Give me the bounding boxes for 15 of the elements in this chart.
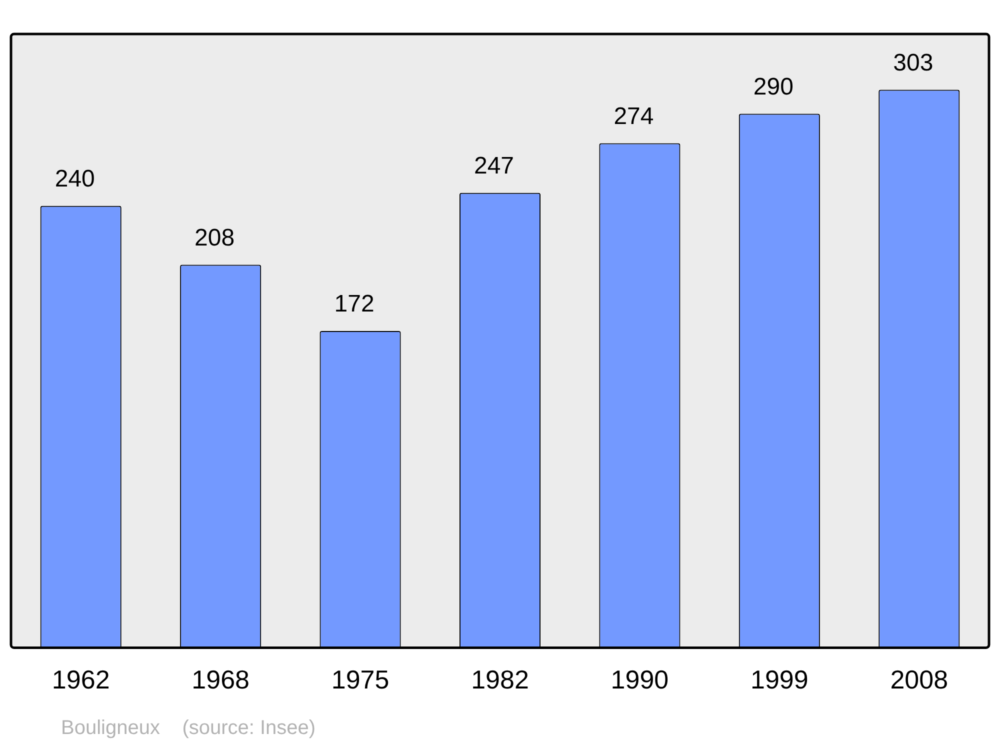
data-label: 172 — [334, 290, 374, 318]
data-label: 240 — [54, 165, 95, 192]
x-tick-label: 1968 — [192, 664, 250, 695]
data-label: 303 — [893, 49, 934, 76]
x-tick-label: 1999 — [750, 664, 808, 695]
x-tick-label: 2008 — [890, 664, 948, 695]
data-label: 208 — [194, 224, 235, 252]
data-label: 274 — [614, 102, 654, 130]
text: Bouligneux (source: Insee) — [61, 717, 316, 740]
x-tick-label: 1982 — [471, 664, 529, 695]
x-tick-label: 1990 — [610, 664, 669, 695]
x-tick-label: 1962 — [52, 664, 110, 695]
x-tick-label: 1975 — [331, 664, 390, 695]
data-label: 290 — [753, 73, 794, 100]
data-label: 247 — [474, 152, 514, 180]
